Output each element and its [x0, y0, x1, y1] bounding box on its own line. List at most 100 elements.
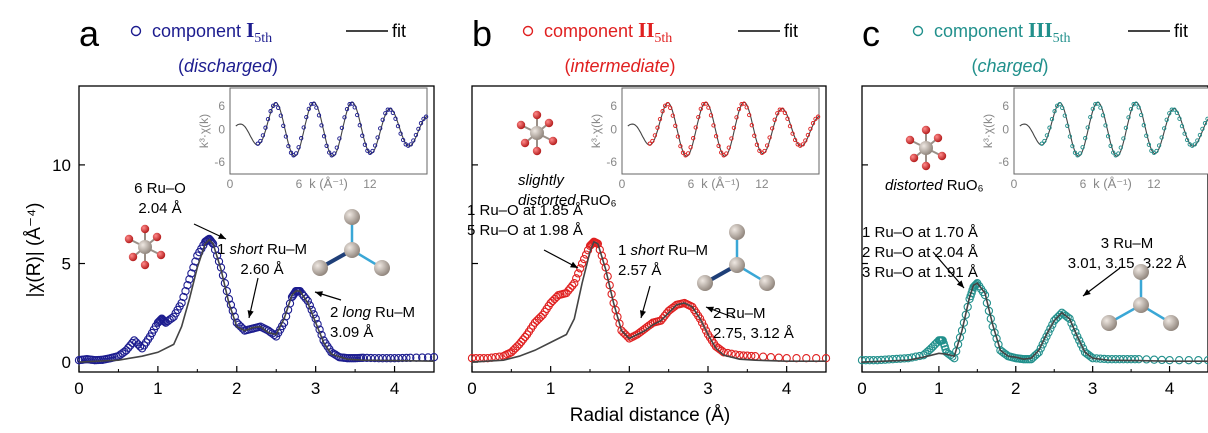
x-tick-label: 0 — [74, 379, 83, 398]
cluster-atom — [759, 275, 775, 291]
cluster-atom — [344, 209, 360, 225]
o-atom — [532, 110, 542, 120]
data-point — [948, 352, 957, 361]
inset-data-point — [349, 101, 355, 106]
data-point — [623, 332, 632, 341]
inset-data-point — [1118, 145, 1123, 150]
inset-data-point — [1052, 109, 1057, 114]
o-atom — [921, 161, 931, 171]
inset-data-point — [375, 135, 380, 140]
legend-marker — [912, 25, 924, 37]
inset-data-point — [408, 142, 413, 147]
data-point — [333, 351, 342, 361]
inset-data-point — [1133, 101, 1139, 106]
data-point — [1065, 314, 1074, 323]
inset-data-point — [810, 121, 816, 126]
inset-data-point — [696, 114, 701, 120]
data-point — [183, 281, 192, 290]
inset-data-point — [675, 134, 681, 139]
inset-x-label: k (Å⁻¹) — [309, 176, 348, 191]
cluster-center-atom — [729, 257, 745, 273]
legend-fit-label: fit — [392, 21, 406, 41]
inset-data-point — [764, 143, 770, 148]
inset-data-point — [357, 123, 362, 128]
inset-data-point — [1192, 142, 1197, 147]
inset-data-point — [1042, 138, 1047, 144]
inset-data-point — [337, 136, 342, 141]
data-point — [179, 292, 188, 302]
annotation-italic: long — [343, 304, 372, 321]
cluster-atom — [1163, 315, 1179, 331]
x-tick-label: 3 — [311, 379, 320, 398]
inset-data-point — [657, 116, 663, 122]
inset-data-point — [736, 106, 742, 112]
inset-data-point — [1139, 112, 1144, 118]
state-paren: ) — [1043, 56, 1049, 76]
cluster-atom — [374, 260, 390, 276]
cluster-atom — [312, 260, 328, 276]
data-point — [207, 238, 217, 247]
data-point — [697, 318, 707, 327]
inset-data-point — [731, 125, 737, 131]
data-point — [572, 274, 581, 283]
arrow-head — [706, 306, 714, 313]
legend: component III5th fit — [912, 18, 1188, 46]
data-point — [181, 286, 190, 296]
inset-data-point — [1128, 106, 1134, 112]
inset-data-point — [729, 136, 734, 141]
inset-data-point — [1169, 107, 1174, 112]
annotation-italic: short — [229, 241, 263, 258]
inset-y-tick-label: 6 — [218, 99, 225, 113]
annotation-text: 3 Ru–O at 1.91 Å — [862, 264, 978, 281]
inset-data-point — [787, 123, 793, 129]
annotation-text: 6 Ru–O — [134, 180, 186, 197]
x-tick-label: 0 — [467, 379, 476, 398]
fit-line — [471, 240, 826, 363]
o-atom — [905, 135, 915, 145]
inset-data-point — [411, 138, 416, 143]
inset-data-point — [1182, 131, 1187, 136]
inset-data-point — [255, 141, 260, 146]
data-point — [299, 291, 308, 301]
inset-data-point — [1070, 143, 1075, 149]
inset-x-tick-label: 0 — [619, 177, 626, 191]
legend-roman: II — [638, 18, 654, 42]
inset-data-point — [1121, 136, 1126, 141]
inset-data-point — [393, 116, 398, 121]
annotation-segment: 1 — [618, 242, 631, 259]
inset-data-point — [321, 134, 327, 139]
inset-data-point — [747, 112, 752, 118]
legend-subscript: 5th — [254, 31, 272, 46]
inset-data-point — [365, 148, 370, 153]
inset-data-point — [724, 151, 729, 156]
annotation-italic: short — [631, 242, 665, 259]
inset-data-point — [767, 135, 772, 140]
plot-frame — [861, 85, 1208, 373]
inset-data-point — [1162, 126, 1167, 131]
inset-y-label: k³·χ(k) — [197, 114, 211, 148]
legend-marker — [130, 25, 142, 37]
inset-data-point — [792, 137, 798, 143]
data-point — [160, 317, 169, 326]
inset-data-point — [1039, 141, 1044, 146]
o-atom — [156, 250, 166, 260]
inset-data-point — [685, 151, 691, 156]
data-point — [1063, 313, 1072, 322]
inset-data-point — [383, 111, 388, 116]
annotation-segment: Ru–M — [664, 242, 708, 259]
x-tick-label: 4 — [1165, 379, 1174, 398]
data-point — [1150, 355, 1159, 364]
inset-data-point — [711, 123, 716, 128]
plot-frame — [78, 85, 435, 373]
data-point — [270, 330, 279, 340]
inset-data-point — [650, 138, 655, 144]
inset-data-point — [1095, 101, 1101, 106]
cluster-atom — [1101, 315, 1117, 331]
legend-roman: I — [246, 18, 254, 42]
inset-data-point — [1105, 134, 1111, 139]
panel-letter: a — [79, 13, 100, 54]
x-tick-label: 1 — [546, 379, 555, 398]
